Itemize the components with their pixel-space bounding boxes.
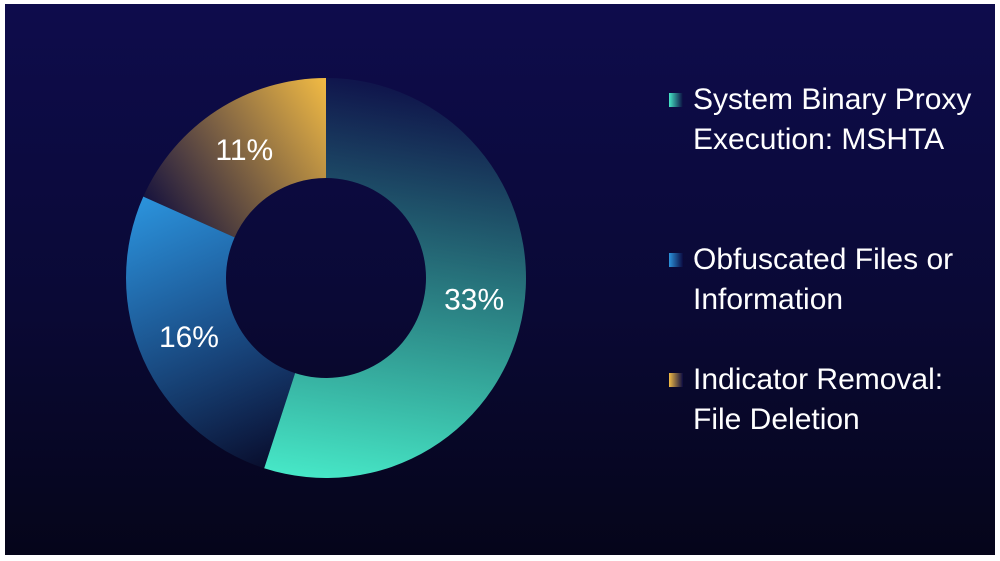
legend-label: Obfuscated Files or Information xyxy=(693,243,954,316)
donut-slice xyxy=(143,78,326,238)
legend-item: System Binary Proxy Execution: MSHTA xyxy=(665,80,975,160)
legend-label: Indicator Removal: File Deletion xyxy=(693,363,944,436)
data-label: 16% xyxy=(159,321,219,354)
chart: 33% 16% 11% xyxy=(125,78,527,479)
donut-slice xyxy=(125,196,296,469)
legend-item: Indicator Removal: File Deletion xyxy=(665,360,975,440)
legend-label: System Binary Proxy Execution: MSHTA xyxy=(693,83,972,156)
donut-slice xyxy=(264,78,527,479)
data-label: 33% xyxy=(444,283,504,316)
legend-swatch xyxy=(669,373,683,387)
legend-swatch xyxy=(669,253,683,267)
legend-swatch xyxy=(669,93,683,107)
legend-item: Obfuscated Files or Information xyxy=(665,240,975,320)
data-label: 11% xyxy=(215,134,273,167)
chart-background: 33% 16% 11% System Binary Proxy Execution:… xyxy=(5,4,995,555)
